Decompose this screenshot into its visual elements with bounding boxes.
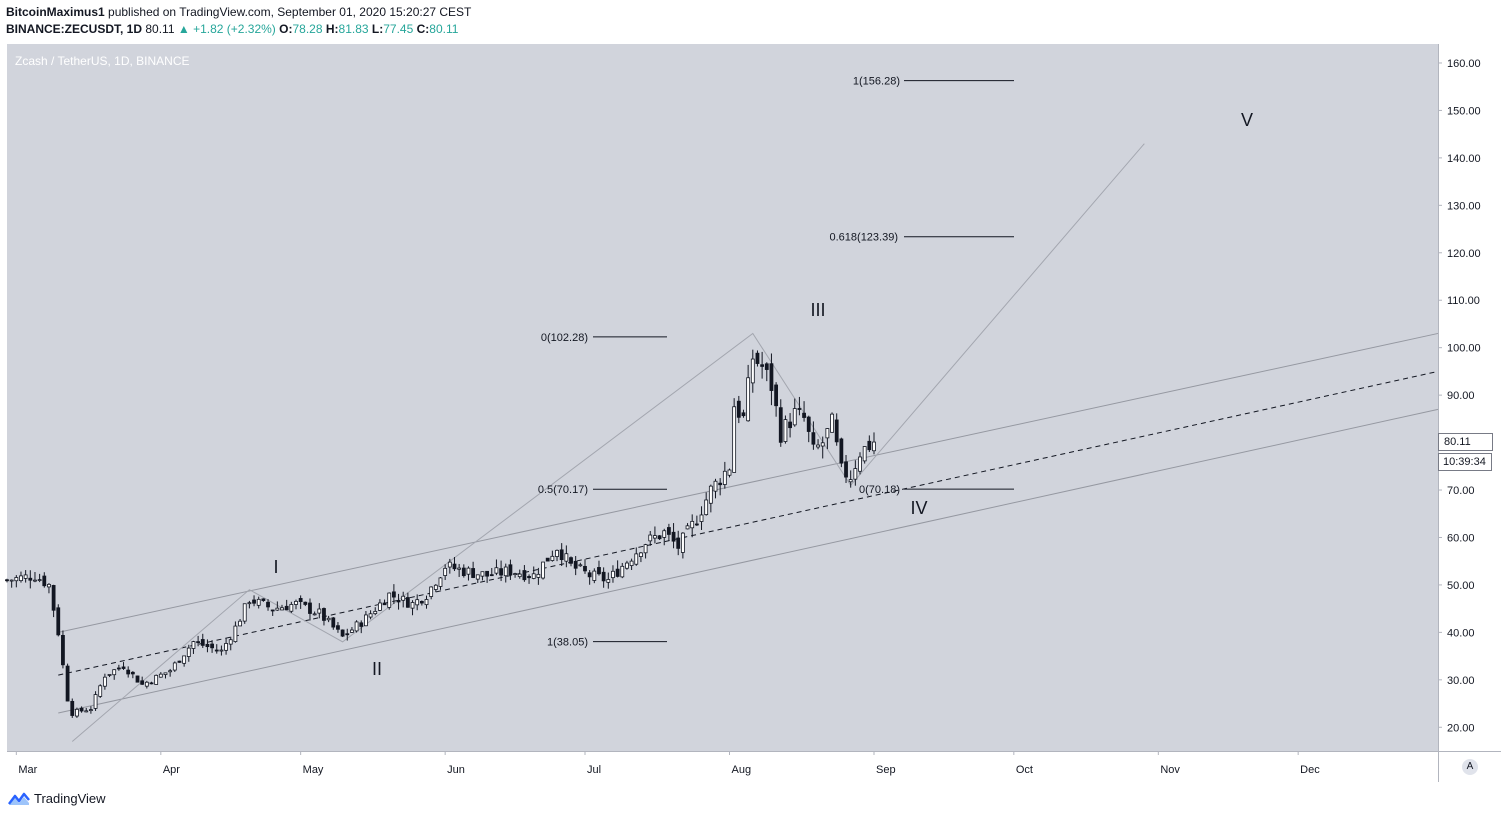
high-value: 81.83 [338,22,369,36]
close-value: 80.11 [429,22,459,36]
change-text: +1.82 (+2.32%) [193,22,276,36]
publish-text: published on TradingView.com, September … [104,5,472,19]
last-price-badge: 80.11 [1438,433,1493,451]
open-label: O: [279,22,293,36]
low-value: 77.45 [383,22,414,36]
footer-brand-label: TradingView [34,791,106,806]
price-axis[interactable] [1438,44,1501,751]
auto-scale-button[interactable]: A [1462,759,1478,775]
pane-title: Zcash / TetherUS, 1D, BINANCE [15,54,190,68]
chart-plot-area[interactable] [7,44,1438,751]
time-axis[interactable] [7,751,1438,782]
symbol-label[interactable]: BINANCE:ZECUSDT, 1D [6,22,143,36]
publish-info: BitcoinMaximus1 published on TradingView… [6,5,471,19]
open-value: 78.28 [292,22,323,36]
symbol-info: BINANCE:ZECUSDT, 1D 80.11 ▲ +1.82 (+2.32… [6,22,458,36]
author-name[interactable]: BitcoinMaximus1 [6,5,105,19]
bar-countdown: 10:39:34 [1438,453,1492,471]
high-label: H: [325,22,339,36]
tradingview-logo-icon [8,792,30,805]
last-price-text: 80.11 [145,22,175,36]
change-up-icon: ▲ [177,22,190,36]
close-label: C: [416,22,430,36]
low-label: L: [371,22,384,36]
footer-brand[interactable]: TradingView [8,791,106,806]
